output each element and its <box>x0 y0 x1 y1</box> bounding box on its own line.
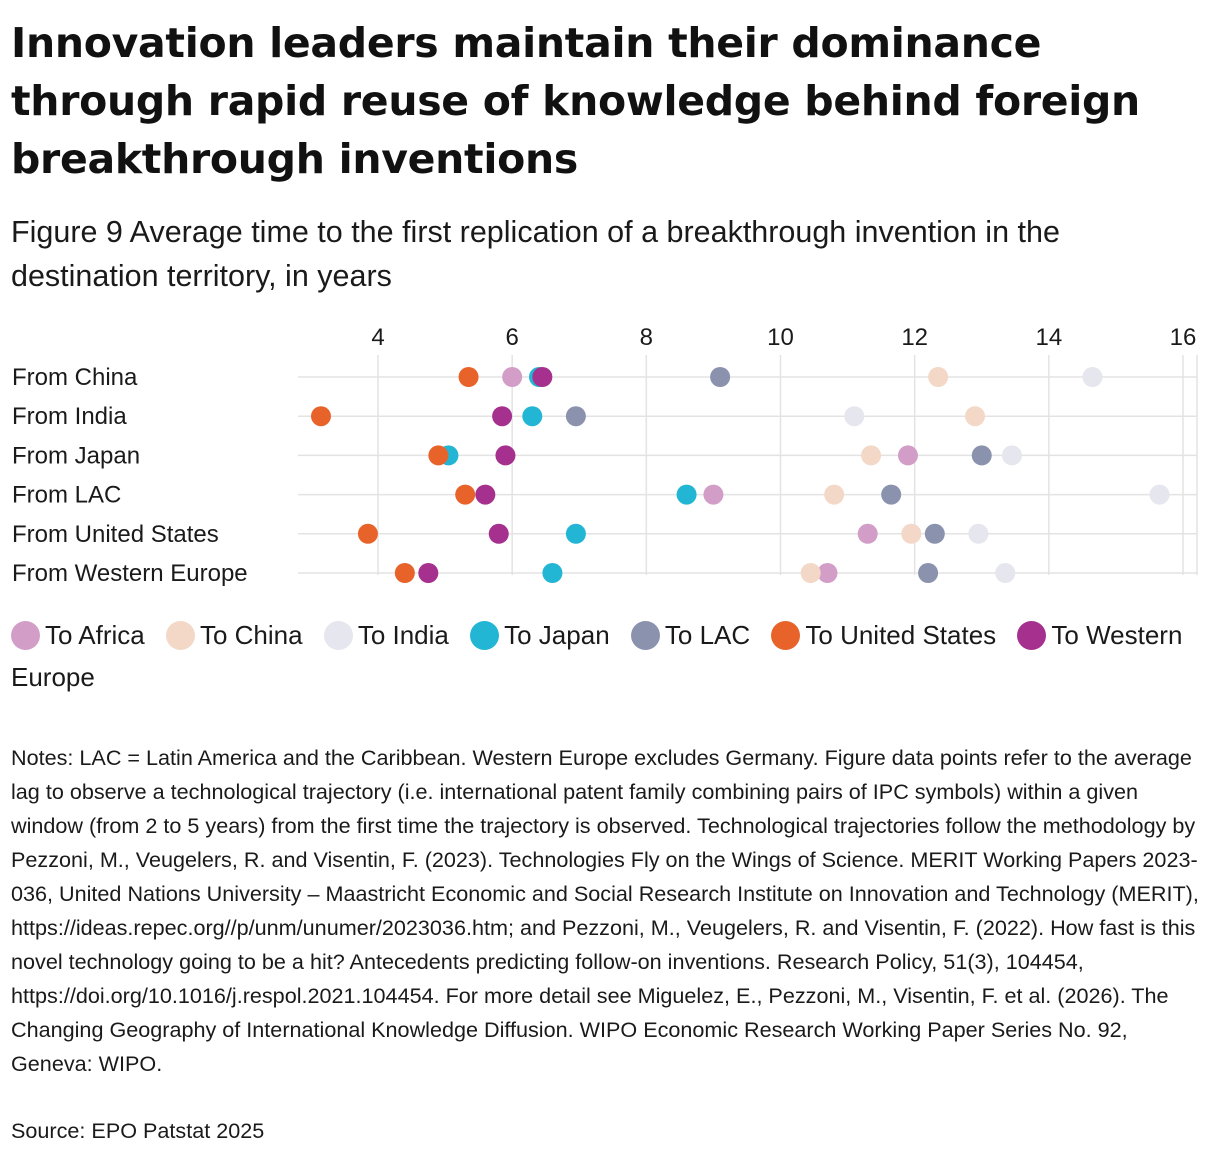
dot-to-china <box>965 406 986 427</box>
legend-item: To China <box>165 620 303 650</box>
dot-to-lac <box>710 367 731 387</box>
x-tick-label: 16 <box>1170 324 1197 351</box>
dot-to-china <box>861 445 882 466</box>
dot-to-lac <box>971 445 992 466</box>
dot-to-china <box>901 523 922 544</box>
x-tick-label: 8 <box>640 324 653 351</box>
legend-label: To China <box>199 620 303 650</box>
x-tick-label: 10 <box>767 324 794 351</box>
legend-swatch <box>323 621 353 650</box>
dot-to-western-europe <box>475 484 496 505</box>
legend-item: To Western Europe <box>11 620 1182 692</box>
legend-swatch <box>165 621 195 650</box>
legend-item: To India <box>323 620 449 650</box>
dot-to-lac <box>881 484 902 505</box>
dot-to-japan <box>565 523 586 544</box>
dot-to-africa <box>703 484 724 505</box>
legend-item: To LAC <box>630 620 751 650</box>
row-label: From China <box>12 364 138 391</box>
x-tick-label: 6 <box>505 324 518 351</box>
legend-item: To Japan <box>470 620 610 650</box>
legend-swatch <box>470 621 500 650</box>
chart-notes: Notes: LAC = Latin America and the Carib… <box>11 745 1199 1076</box>
legend-swatch <box>630 621 660 650</box>
legend-label: To Japan <box>504 620 610 650</box>
legend-label: To India <box>357 620 449 650</box>
dot-to-japan <box>676 484 697 505</box>
dot-to-western-europe <box>495 445 516 466</box>
dot-to-india <box>1082 367 1103 387</box>
dot-to-africa <box>857 523 878 544</box>
dot-plot-chart: 4 6 8 10 12 14 16 From China From India From Japa… <box>12 324 1198 587</box>
dot-to-india <box>1001 445 1022 466</box>
row-label: From India <box>12 403 127 430</box>
chart-legend: To Africa To China To India To Japan To … <box>11 614 1211 698</box>
dot-to-united-states <box>357 523 378 544</box>
row-label: From Western Europe <box>12 560 248 587</box>
dot-to-lac <box>924 523 945 544</box>
legend-label: To United States <box>805 620 997 650</box>
dot-to-united-states <box>455 484 476 505</box>
dot-to-united-states <box>310 406 331 427</box>
dot-to-united-states <box>428 445 449 466</box>
legend-label: To Western Europe <box>11 620 1183 692</box>
dot-to-africa <box>897 445 918 466</box>
dot-to-india <box>1149 484 1170 505</box>
chart-title: Innovation leaders maintain their domina… <box>11 19 1140 183</box>
chart-source: Source: EPO Patstat 2025 <box>11 1118 265 1143</box>
dot-to-western-europe <box>492 406 513 427</box>
x-tick-label: 14 <box>1035 324 1062 351</box>
dot-to-western-europe <box>532 367 553 387</box>
dot-to-africa <box>502 367 523 387</box>
dot-to-japan <box>522 406 543 427</box>
legend-label: To LAC <box>664 620 751 650</box>
dot-to-china <box>928 367 949 387</box>
legend-swatch <box>1017 621 1047 650</box>
legend-item: To United States <box>771 620 996 650</box>
row-label: From United States <box>12 521 219 548</box>
legend-swatch <box>11 621 40 650</box>
dot-to-india <box>995 563 1016 583</box>
legend-swatch <box>771 621 801 650</box>
dot-to-india <box>844 406 865 427</box>
x-tick-label: 12 <box>901 324 928 351</box>
dot-to-india <box>968 523 989 544</box>
dot-to-lac <box>565 406 586 427</box>
dot-to-japan <box>542 563 563 583</box>
dot-to-united-states <box>458 367 479 387</box>
dot-to-china <box>824 484 845 505</box>
dot-to-lac <box>918 563 939 583</box>
dot-to-africa <box>817 563 838 583</box>
dot-to-united-states <box>394 563 415 583</box>
legend-label: To Africa <box>45 620 145 650</box>
legend-item: To Africa <box>11 620 145 650</box>
dot-to-western-europe <box>488 523 509 544</box>
row-label: From Japan <box>12 442 140 469</box>
dot-to-china <box>800 563 821 583</box>
chart-subtitle: Figure 9 Average time to the first repli… <box>11 215 1060 293</box>
row-label: From LAC <box>12 482 121 509</box>
dot-to-western-europe <box>418 563 439 583</box>
x-tick-label: 4 <box>371 324 384 351</box>
